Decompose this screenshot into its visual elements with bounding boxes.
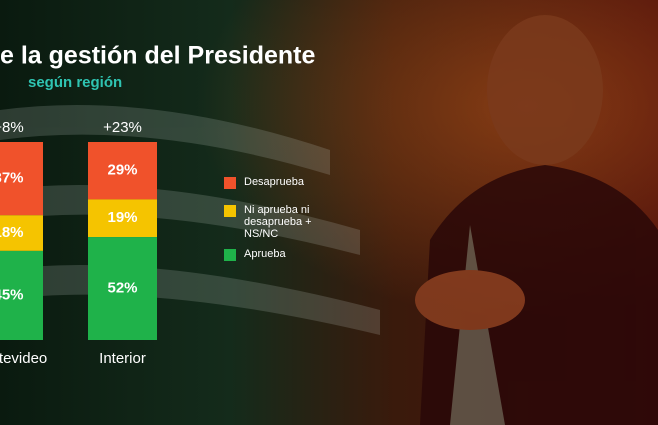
legend-label: Ni aprueba ni desaprueba + NS/NC: [244, 204, 312, 240]
bar-segment: [0, 142, 43, 216]
chart-title: e la gestión del Presidente: [0, 42, 315, 70]
difference-label: +23%: [103, 119, 142, 136]
x-tick-label: Interior: [99, 350, 146, 367]
portrait-silhouette: [415, 15, 658, 425]
bar-segment: [88, 142, 157, 200]
value-label: 29%: [107, 162, 137, 179]
legend-label: Aprueba: [244, 248, 286, 260]
legend-item: Desaprueba: [224, 176, 344, 189]
legend-swatch: [224, 205, 236, 217]
value-label: 37%: [0, 170, 24, 187]
value-label: 19%: [107, 209, 137, 226]
bar-segment: [0, 215, 43, 251]
bar-segment: [88, 199, 157, 238]
value-label: 45%: [0, 286, 24, 303]
legend: Desaprueba Ni aprueba ni desaprueba + NS/…: [224, 176, 344, 261]
x-tick-label: Montevideo: [0, 350, 47, 367]
value-label: 18%: [0, 224, 24, 241]
bar-segment: [88, 237, 157, 340]
bar-segment: [0, 250, 43, 340]
value-label: 52%: [107, 279, 137, 296]
legend-swatch: [224, 177, 236, 189]
difference-label: +8%: [0, 119, 24, 136]
legend-swatch: [224, 249, 236, 261]
legend-item: Aprueba: [224, 248, 344, 261]
legend-item: Ni aprueba ni desaprueba + NS/NC: [224, 204, 344, 240]
legend-label: Desaprueba: [244, 176, 304, 188]
chart-subtitle: según región: [28, 74, 122, 91]
